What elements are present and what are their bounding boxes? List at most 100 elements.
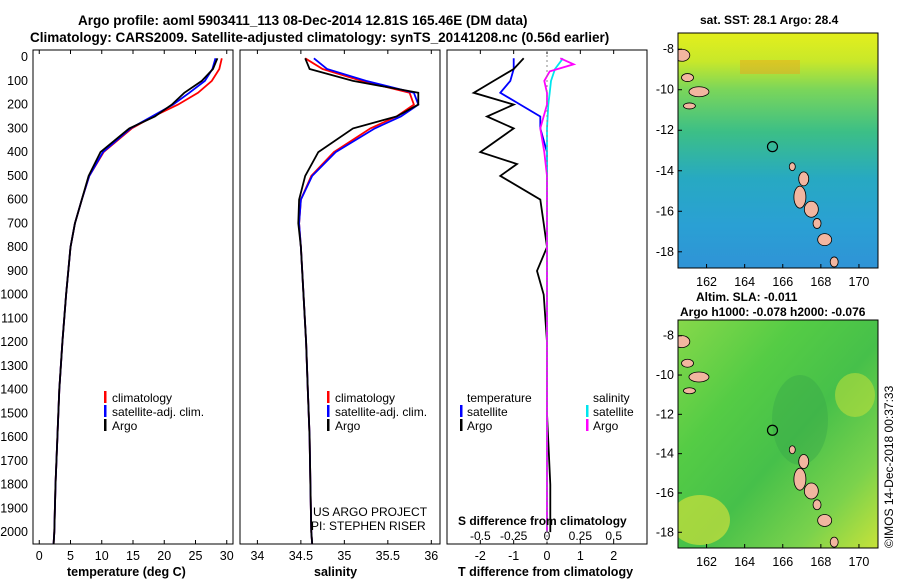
- lat-tick-label: -10: [656, 83, 674, 97]
- island: [678, 48, 691, 62]
- x-tick-label: -1: [508, 549, 519, 563]
- lat-tick-label: -16: [656, 486, 674, 500]
- legend-swatch-s-satellite: [586, 405, 589, 417]
- lon-tick-label: 162: [696, 555, 717, 569]
- series-line-argo: [52, 57, 219, 545]
- legend-label-satellite: satellite-adj. clim.: [335, 405, 427, 419]
- depth-tick-label: 600: [7, 193, 28, 207]
- island: [817, 233, 833, 247]
- depth-tick-label: 2000: [0, 525, 28, 539]
- temperature-panel: 0 5 10 15 20 25 30 temperature (deg C) climato…: [32, 49, 234, 579]
- difference-legend-temperature: temperature satellite Argo: [460, 391, 532, 433]
- figure-title-line1: Argo profile: aoml 5903411_113 08-Dec-20…: [78, 13, 528, 28]
- figure-title-line2: Climatology: CARS2009. Satellite-adjuste…: [30, 30, 609, 45]
- island: [812, 499, 822, 511]
- lon-tick-label: 162: [696, 275, 717, 289]
- x-tick-label: 0: [544, 549, 551, 563]
- temperature-plot-frame: [32, 49, 234, 545]
- island: [688, 371, 710, 383]
- lon-tick-label: 170: [849, 275, 870, 289]
- temperature-profiles: [52, 57, 223, 545]
- s-diff-tick-label: 0.5: [605, 529, 622, 543]
- legend-label-s-satellite: satellite: [593, 405, 634, 419]
- legend-swatch-argo: [104, 419, 107, 431]
- depth-tick-label: 1200: [0, 335, 28, 349]
- depth-tick-label: 300: [7, 121, 28, 135]
- x-tick-label: 2: [610, 549, 617, 563]
- lon-tick-label: 164: [734, 275, 755, 289]
- lat-tick-label: -18: [656, 245, 674, 259]
- salinity-legend: climatology satellite-adj. clim. Argo: [327, 391, 427, 433]
- legend-title-temperature: temperature: [467, 391, 532, 405]
- temperature-legend: climatology satellite-adj. clim. Argo: [104, 391, 204, 433]
- legend-swatch-satellite: [327, 405, 330, 417]
- x-tick-label: 35.5: [376, 549, 400, 563]
- island: [803, 200, 819, 218]
- temperature-x-axis: 0 5 10 15 20 25 30: [36, 50, 234, 563]
- sst-map-panel: sat. SST: 28.1 Argo: 28.4: [656, 13, 879, 289]
- legend-label-climatology: climatology: [112, 391, 172, 405]
- sst-warm-patch: [740, 60, 800, 74]
- x-tick-label: 34.5: [289, 549, 313, 563]
- depth-tick-label: 500: [7, 169, 28, 183]
- island: [829, 256, 839, 268]
- pi-credit: PI: STEPHEN RISER: [311, 519, 426, 533]
- lon-tick-label: 170: [849, 555, 870, 569]
- island: [688, 86, 710, 98]
- lat-tick-label: -12: [656, 123, 674, 137]
- depth-tick-label: 100: [7, 74, 28, 88]
- depth-tick-label: 1800: [0, 478, 28, 492]
- temperature-xlabel: temperature (deg C): [67, 565, 186, 579]
- island: [678, 335, 691, 349]
- sla-land: [678, 335, 839, 548]
- legend-swatch-argo: [327, 419, 330, 431]
- island: [817, 514, 833, 527]
- salinity-plot-frame: [239, 49, 441, 545]
- legend-label-climatology: climatology: [335, 391, 395, 405]
- depth-tick-label: 1900: [0, 501, 28, 515]
- lon-tick-label: 166: [772, 555, 793, 569]
- depth-tick-label: 1300: [0, 359, 28, 373]
- salinity-xlabel: salinity: [314, 565, 357, 579]
- legend-label-satellite: satellite-adj. clim.: [112, 405, 204, 419]
- island: [681, 358, 694, 368]
- x-tick-label: 30: [220, 549, 234, 563]
- lon-tick-label: 164: [734, 555, 755, 569]
- lat-tick-label: -14: [656, 447, 674, 461]
- salinity-panel: 34 34.5 35 35.5 36 salinity climatology sate…: [239, 49, 441, 579]
- legend-swatch-satellite: [104, 405, 107, 417]
- depth-tick-label: 1000: [0, 288, 28, 302]
- x-tick-label: -2: [475, 549, 486, 563]
- depth-axis: 0 100 200 300 400 500 600 700 800 900 1000 1100 1200…: [0, 50, 647, 539]
- island: [803, 482, 819, 500]
- depth-tick-label: 1600: [0, 430, 28, 444]
- x-tick-label: 5: [67, 549, 74, 563]
- legend-label-argo: Argo: [335, 419, 361, 433]
- project-credit: US ARGO PROJECT: [313, 505, 428, 519]
- sla-patch-dark: [772, 375, 828, 465]
- sla-map-frame: [677, 319, 879, 549]
- legend-label-argo: Argo: [112, 419, 138, 433]
- x-tick-label: 0: [36, 549, 43, 563]
- x-tick-label: 10: [95, 549, 109, 563]
- depth-tick-label: 1100: [1, 311, 28, 325]
- sla-map-title2: Argo h1000: -0.078 h2000: -0.076: [680, 305, 866, 319]
- sst-map-frame: [677, 32, 879, 269]
- sla-patch-light: [678, 495, 730, 545]
- legend-label-t-argo: Argo: [467, 419, 493, 433]
- legend-swatch-climatology: [327, 391, 330, 403]
- x-tick-label: 25: [189, 549, 203, 563]
- sla-patch-light: [835, 373, 875, 417]
- island: [798, 171, 810, 187]
- island: [683, 387, 696, 395]
- island: [793, 185, 807, 209]
- legend-label-s-argo: Argo: [593, 419, 619, 433]
- x-tick-label: 20: [157, 549, 171, 563]
- sst-field: [678, 33, 878, 268]
- lat-tick-label: -10: [656, 368, 674, 382]
- sla-map-title1: Altim. SLA: -0.011: [696, 290, 798, 304]
- difference-legend-salinity: salinity satellite Argo: [586, 391, 634, 433]
- legend-title-salinity: salinity: [593, 391, 630, 405]
